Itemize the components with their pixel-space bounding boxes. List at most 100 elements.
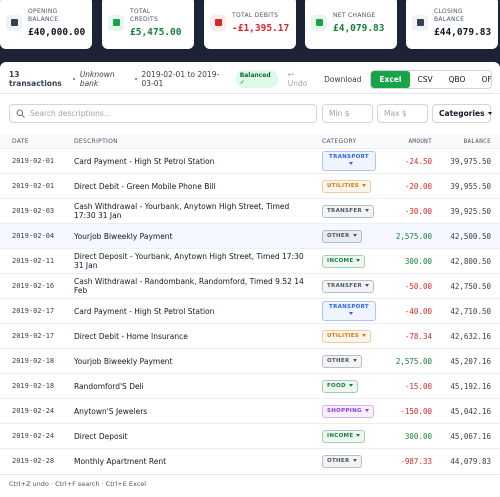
date-cell: 2019-02-01 — [12, 156, 55, 165]
description-cell: Direct Deposit — [74, 431, 128, 441]
category-cell: UTILITIES — [322, 174, 382, 198]
column-header: DATE — [12, 137, 29, 145]
transaction-row[interactable]: 2019-02-18 Randomford'S Deli FOOD -15.00 45,… — [0, 373, 500, 398]
category-label: INCOME — [327, 432, 354, 439]
undo-button[interactable]: ↩ Undo — [287, 70, 308, 88]
category-chip[interactable]: TRANSPORT — [322, 301, 376, 321]
transaction-row[interactable]: 2019-02-24 Anytown'S Jewelers SHOPPING -150… — [0, 398, 500, 423]
balanced-badge: Balanced ✓ — [235, 70, 278, 88]
category-cell: OTHER — [322, 349, 382, 373]
balance-cell: 42,632.16 — [450, 331, 491, 341]
description-cell: Cash Withdrawal - Yourbank, Anytown High… — [74, 202, 290, 220]
format-button[interactable]: OFX — [481, 74, 492, 84]
category-cell: OTHER — [322, 449, 382, 473]
card-icon — [412, 14, 428, 31]
balance-cell: 45,192.16 — [450, 381, 491, 391]
category-chip[interactable]: FOOD — [322, 379, 358, 393]
icon-glyph — [112, 19, 120, 26]
date-cell: 2019-02-17 — [12, 331, 55, 340]
category-chip[interactable]: SHOPPING — [322, 404, 374, 418]
transaction-row[interactable]: 2019-02-01 Direct Debit - Green Mobile Ph… — [0, 173, 500, 198]
transaction-row[interactable]: 2019-02-04 Yourjob Biweekly Payment OTHER 2… — [0, 223, 500, 248]
transactions-panel: 13 transactions Unknown bank 2019-02-01 … — [0, 62, 500, 497]
amount-cell: -987.33 — [400, 456, 432, 466]
format-button[interactable]: QBO — [448, 74, 466, 84]
column-header: CATEGORY — [322, 137, 357, 145]
card-value: £44,079.83 — [434, 26, 492, 38]
balance-cell: 42,710.50 — [450, 306, 491, 316]
card-text: TOTAL DEBITS -£1,395.17 — [232, 12, 294, 34]
icon-glyph — [416, 19, 424, 26]
transaction-row[interactable]: 2019-02-28 Monthly Apartment Rent OTHER -98… — [0, 448, 500, 473]
max-input[interactable]: Max $ — [377, 104, 428, 123]
category-cell: UTILITIES — [322, 324, 382, 348]
description-cell: Card Payment - High St Petrol Station — [74, 156, 215, 166]
summary-card: CLOSING BALANCE £44,079.83 — [406, 0, 498, 49]
category-chip[interactable]: OTHER — [322, 454, 362, 468]
min-input[interactable]: Min $ — [322, 104, 373, 123]
caret — [348, 312, 353, 315]
summary-cards: OPENING BALANCE £40,000.00 TOTAL CREDITS £5… — [0, 0, 500, 56]
transaction-row[interactable]: 2019-02-16 Cash Withdrawal - Randombank, … — [0, 273, 500, 298]
category-chip[interactable]: UTILITIES — [322, 179, 372, 193]
date-cell: 2019-02-04 — [12, 231, 55, 240]
category-chip[interactable]: UTILITIES — [322, 329, 372, 343]
search-placeholder: Search descriptions... — [30, 109, 111, 118]
category-chip[interactable]: INCOME — [322, 254, 366, 268]
summary-card: TOTAL DEBITS -£1,395.17 — [204, 0, 296, 49]
categories-dropdown[interactable]: Categories — [432, 104, 492, 123]
category-cell: TRANSFER — [322, 199, 382, 223]
amount-cell: -40.00 — [404, 306, 432, 316]
date-cell: 2019-02-17 — [12, 306, 55, 315]
balance-cell: 42,750.50 — [450, 281, 491, 291]
category-cell: SHOPPING — [322, 399, 382, 423]
shortcut-hint: Ctrl+Z undo · Ctrl+F search · Ctrl+E Exc… — [9, 480, 147, 488]
card-value: £4,079.83 — [333, 22, 385, 34]
format-button[interactable]: Excel — [371, 70, 410, 88]
transaction-row[interactable]: 2019-02-01 Card Payment - High St Petrol … — [0, 148, 500, 173]
transaction-row[interactable]: 2019-02-18 Yourjob Biweekly Payment OTHER 2… — [0, 348, 500, 373]
separator — [134, 78, 137, 80]
category-cell: FOOD — [322, 374, 382, 398]
transaction-row[interactable]: 2019-02-17 Direct Debit - Home Insurance U… — [0, 323, 500, 348]
category-chip[interactable]: TRANSFER — [322, 204, 374, 218]
search-input[interactable]: Search descriptions... — [9, 104, 317, 123]
transaction-row[interactable]: 2019-02-17 Card Payment - High St Petrol … — [0, 298, 500, 323]
balance-cell: 42,500.50 — [450, 231, 491, 241]
caret — [356, 258, 361, 262]
category-chip[interactable]: TRANSFER — [322, 279, 374, 293]
amount-cell: -24.50 — [404, 156, 432, 166]
caret — [362, 183, 367, 187]
description-cell: Cash Withdrawal - Randombank, Randomford… — [74, 277, 304, 295]
caret — [348, 162, 353, 165]
date-cell: 2019-02-24 — [12, 406, 55, 415]
amount-cell: -78.34 — [404, 331, 432, 341]
card-label: CLOSING BALANCE — [434, 7, 465, 23]
category-cell: INCOME — [322, 424, 382, 448]
category-label: INCOME — [327, 257, 354, 264]
category-cell: TRANSPORT — [322, 299, 382, 323]
balance-cell: 45,042.16 — [450, 406, 491, 416]
card-text: OPENING BALANCE £40,000.00 — [28, 8, 90, 38]
transaction-row[interactable]: 2019-02-24 Direct Deposit INCOME 300.00 45,0… — [0, 423, 500, 448]
caret — [364, 408, 369, 412]
category-chip[interactable]: TRANSPORT — [322, 151, 376, 171]
date-cell: 2019-02-11 — [12, 256, 55, 265]
category-label: TRANSPORT — [329, 304, 369, 310]
amount-cell: -50.00 — [404, 281, 432, 291]
caret — [487, 112, 492, 115]
category-label: TRANSPORT — [329, 154, 369, 160]
transaction-row[interactable]: 2019-02-11 Direct Deposit - Yourbank, Any… — [0, 248, 500, 273]
format-button[interactable]: CSV — [417, 74, 433, 84]
category-chip[interactable]: INCOME — [322, 429, 366, 443]
download-label: Download — [324, 74, 362, 84]
transaction-row[interactable]: 2019-02-03 Cash Withdrawal - Yourbank, An… — [0, 198, 500, 223]
amount-cell: 300.00 — [404, 256, 432, 266]
caret — [352, 358, 357, 362]
category-label: FOOD — [327, 382, 346, 389]
category-chip[interactable]: OTHER — [322, 229, 362, 243]
category-chip[interactable]: OTHER — [322, 354, 362, 368]
divider — [0, 93, 500, 94]
date-cell: 2019-02-16 — [12, 281, 55, 290]
